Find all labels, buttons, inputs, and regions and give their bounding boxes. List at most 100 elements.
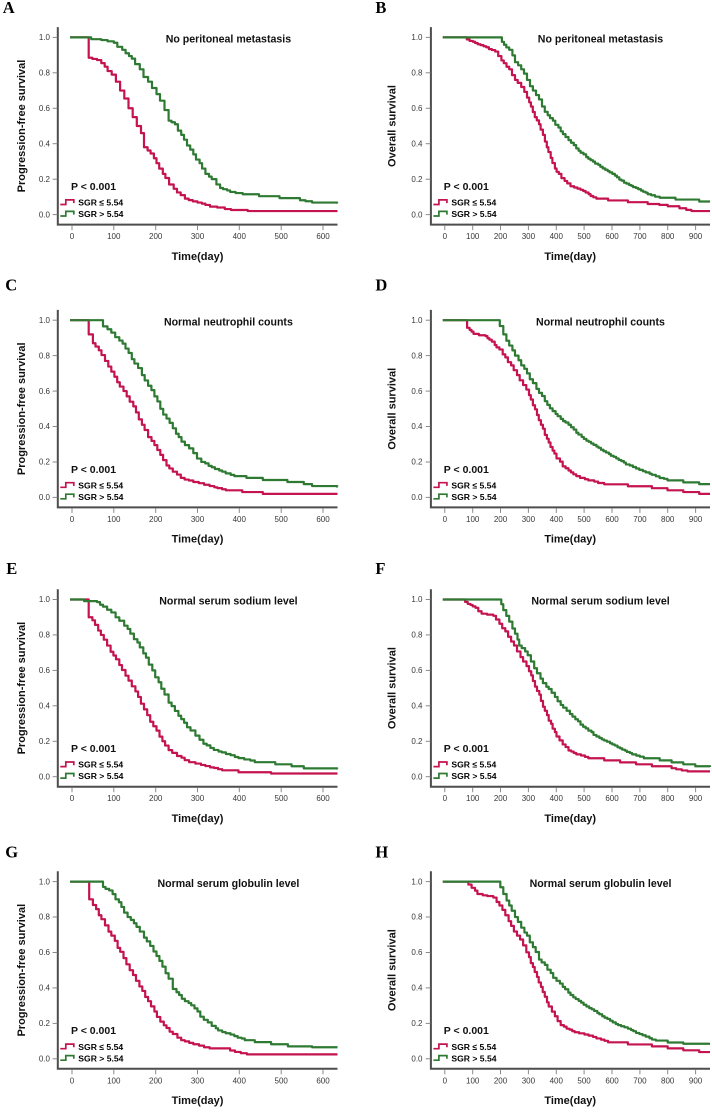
svg-text:0.6: 0.6 (411, 666, 423, 675)
svg-text:0.0: 0.0 (39, 210, 51, 219)
svg-text:0.6: 0.6 (39, 104, 51, 113)
svg-text:0.8: 0.8 (39, 351, 51, 360)
svg-text:0.4: 0.4 (39, 984, 51, 993)
svg-text:Overall survival: Overall survival (387, 368, 399, 450)
svg-text:SGR ≤ 5.54: SGR ≤ 5.54 (451, 198, 496, 208)
svg-text:500: 500 (275, 232, 289, 241)
svg-text:No peritoneal metastasis: No peritoneal metastasis (538, 34, 664, 46)
svg-text:600: 600 (605, 1076, 619, 1085)
svg-text:100: 100 (107, 515, 121, 524)
svg-text:0.0: 0.0 (39, 772, 51, 781)
svg-text:Normal serum sodium level: Normal serum sodium level (159, 596, 297, 608)
svg-text:500: 500 (275, 515, 289, 524)
svg-text:700: 700 (633, 1076, 647, 1085)
svg-text:900: 900 (689, 794, 703, 803)
svg-text:Normal serum globulin level: Normal serum globulin level (530, 878, 672, 890)
svg-text:800: 800 (661, 794, 675, 803)
svg-text:Time(day): Time(day) (172, 1095, 224, 1107)
svg-text:700: 700 (633, 794, 647, 803)
svg-text:Normal neutrophil counts: Normal neutrophil counts (164, 316, 293, 328)
svg-text:400: 400 (233, 1076, 247, 1085)
svg-text:1.0: 1.0 (39, 595, 51, 604)
svg-text:200: 200 (494, 515, 508, 524)
svg-text:P < 0.001: P < 0.001 (71, 1025, 116, 1037)
svg-text:D: D (375, 276, 387, 295)
svg-text:0.2: 0.2 (39, 1019, 51, 1028)
svg-text:Progression-free survival: Progression-free survival (16, 60, 28, 193)
svg-text:Overall survival: Overall survival (387, 929, 399, 1011)
svg-text:Normal serum globulin level: Normal serum globulin level (157, 878, 299, 890)
svg-text:500: 500 (275, 794, 289, 803)
svg-text:SGR ≤ 5.54: SGR ≤ 5.54 (78, 480, 123, 490)
svg-text:SGR > 5.54: SGR > 5.54 (451, 209, 496, 219)
svg-text:0.8: 0.8 (39, 631, 51, 640)
svg-text:0.6: 0.6 (39, 948, 51, 957)
svg-text:0.0: 0.0 (39, 1055, 51, 1064)
svg-text:SGR ≤ 5.54: SGR ≤ 5.54 (451, 480, 496, 490)
svg-text:SGR > 5.54: SGR > 5.54 (451, 492, 496, 502)
svg-text:100: 100 (107, 232, 121, 241)
svg-text:SGR ≤ 5.54: SGR ≤ 5.54 (78, 760, 123, 770)
svg-text:0.8: 0.8 (39, 913, 51, 922)
svg-text:Time(day): Time(day) (544, 813, 596, 825)
svg-text:SGR ≤ 5.54: SGR ≤ 5.54 (451, 1042, 496, 1052)
svg-text:100: 100 (466, 232, 480, 241)
svg-text:P < 0.001: P < 0.001 (444, 1025, 489, 1037)
svg-text:500: 500 (577, 515, 591, 524)
svg-text:E: E (6, 559, 17, 578)
svg-text:0.8: 0.8 (411, 913, 423, 922)
svg-text:300: 300 (522, 515, 536, 524)
svg-text:Time(day): Time(day) (544, 534, 596, 546)
svg-text:500: 500 (577, 232, 591, 241)
svg-text:0.4: 0.4 (411, 702, 423, 711)
svg-text:B: B (375, 0, 386, 17)
svg-text:400: 400 (550, 794, 564, 803)
svg-text:100: 100 (466, 1076, 480, 1085)
svg-text:P < 0.001: P < 0.001 (444, 743, 489, 755)
svg-text:P < 0.001: P < 0.001 (71, 464, 116, 476)
svg-text:200: 200 (149, 1076, 163, 1085)
svg-text:0.6: 0.6 (39, 666, 51, 675)
svg-text:0: 0 (443, 515, 448, 524)
svg-text:Overall survival: Overall survival (387, 85, 399, 167)
svg-text:400: 400 (233, 794, 247, 803)
svg-text:0.8: 0.8 (39, 69, 51, 78)
svg-text:500: 500 (275, 1076, 289, 1085)
svg-text:1.0: 1.0 (39, 316, 51, 325)
svg-text:100: 100 (466, 794, 480, 803)
svg-text:0: 0 (443, 1076, 448, 1085)
svg-text:300: 300 (522, 1076, 536, 1085)
svg-text:800: 800 (661, 232, 675, 241)
svg-text:Time(day): Time(day) (544, 251, 596, 263)
svg-text:1.0: 1.0 (411, 316, 423, 325)
svg-text:1.0: 1.0 (411, 877, 423, 886)
svg-text:0.6: 0.6 (411, 948, 423, 957)
svg-text:600: 600 (316, 1076, 330, 1085)
svg-text:F: F (375, 559, 385, 578)
svg-text:Normal neutrophil counts: Normal neutrophil counts (536, 316, 665, 328)
svg-text:600: 600 (605, 232, 619, 241)
svg-text:P < 0.001: P < 0.001 (444, 464, 489, 476)
svg-text:Progression-free survival: Progression-free survival (16, 904, 28, 1037)
svg-text:400: 400 (550, 232, 564, 241)
svg-text:300: 300 (191, 515, 205, 524)
svg-text:SGR > 5.54: SGR > 5.54 (78, 209, 123, 219)
svg-text:0.8: 0.8 (411, 631, 423, 640)
svg-text:Time(day): Time(day) (172, 813, 224, 825)
svg-text:0.0: 0.0 (411, 772, 423, 781)
svg-text:400: 400 (233, 515, 247, 524)
svg-text:700: 700 (633, 232, 647, 241)
svg-text:0.0: 0.0 (39, 493, 51, 502)
svg-text:0.0: 0.0 (411, 493, 423, 502)
svg-text:1.0: 1.0 (39, 877, 51, 886)
svg-text:0.0: 0.0 (411, 1055, 423, 1064)
svg-text:1.0: 1.0 (411, 33, 423, 42)
svg-text:0: 0 (70, 515, 75, 524)
svg-text:Time(day): Time(day) (172, 534, 224, 546)
svg-text:0.2: 0.2 (39, 175, 51, 184)
svg-text:0: 0 (70, 1076, 75, 1085)
svg-text:600: 600 (316, 794, 330, 803)
svg-text:200: 200 (149, 794, 163, 803)
svg-text:0.2: 0.2 (411, 175, 423, 184)
svg-text:1.0: 1.0 (39, 33, 51, 42)
